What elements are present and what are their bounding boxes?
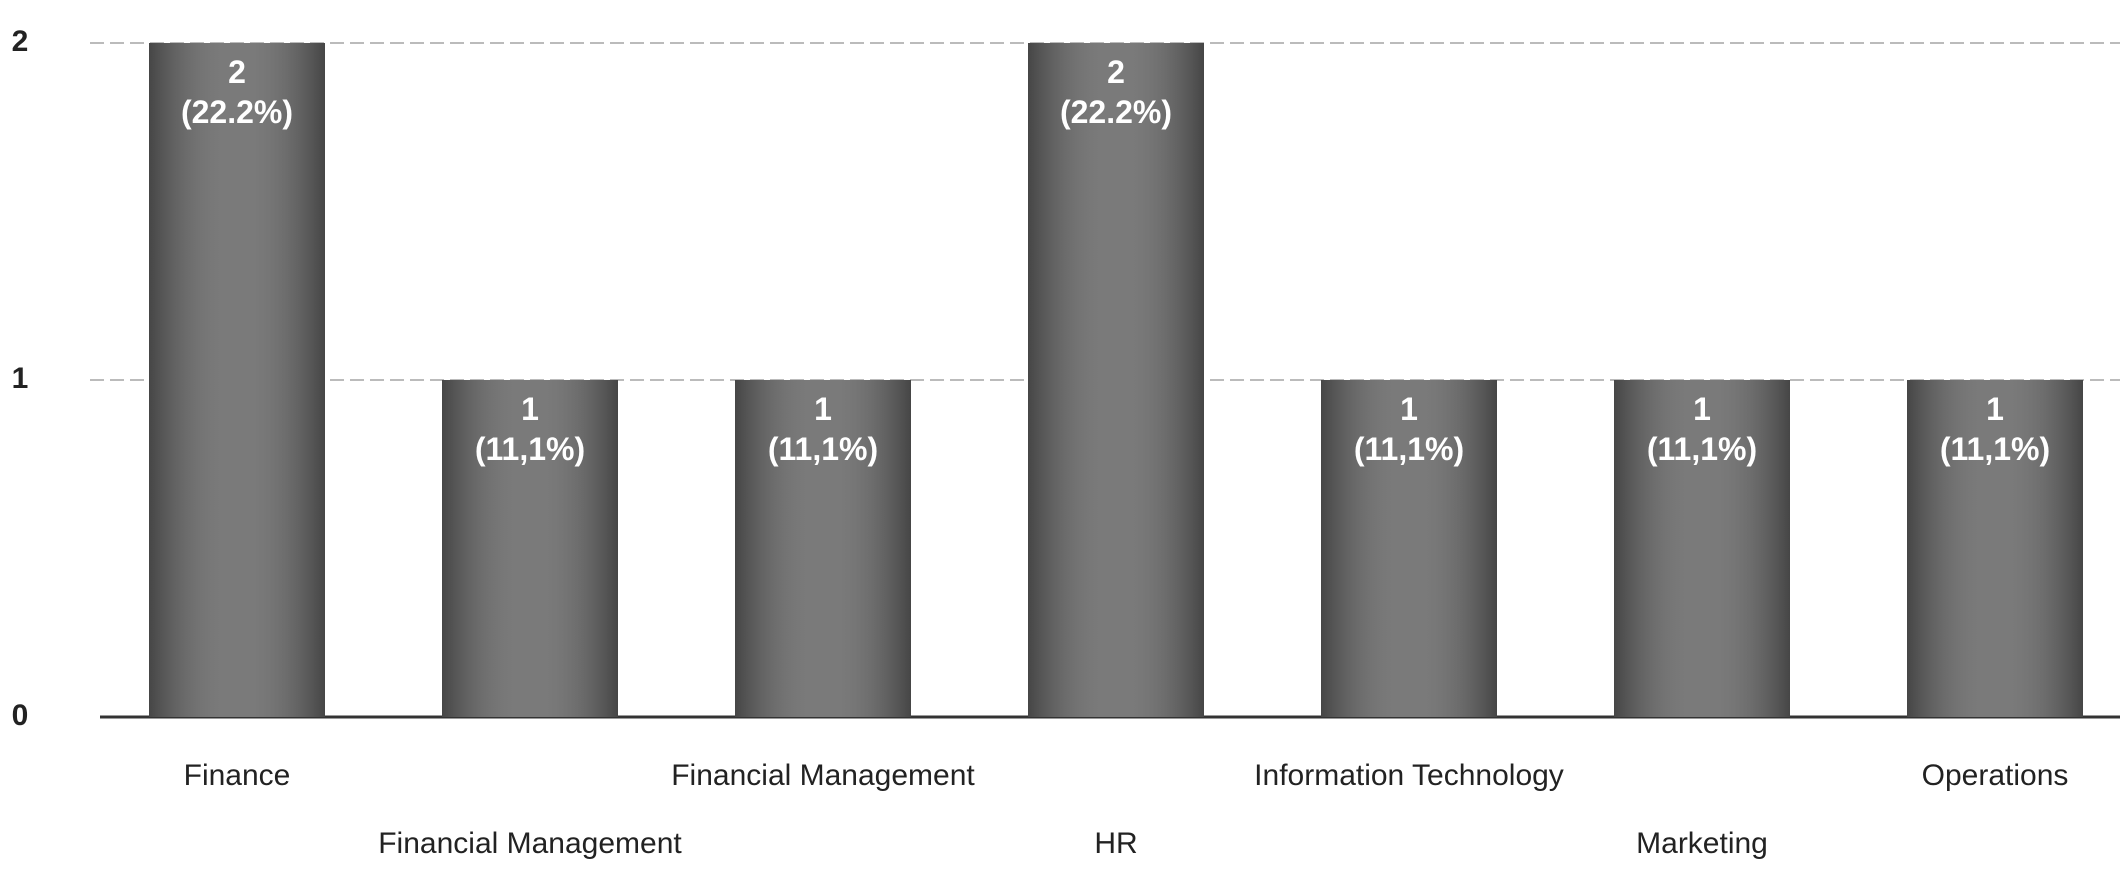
bar-shade (735, 380, 911, 717)
x-tick-label: Financial Management (671, 759, 975, 792)
value-label: 1 (11,1%) (1354, 391, 1464, 467)
y-tick-label: 1 (12, 362, 29, 395)
bar-shade (1321, 380, 1497, 717)
value-label: 1 (11,1%) (475, 391, 585, 467)
value-label: 1 (11,1%) (768, 391, 878, 467)
bar-shade (1907, 380, 2083, 717)
value-label: 2 (22.2%) (1060, 54, 1172, 130)
x-tick-label: Financial Management (378, 827, 682, 860)
x-tick-label: HR (1094, 827, 1137, 860)
value-label: 2 (22.2%) (181, 54, 293, 130)
bar-shade (1614, 380, 1790, 717)
x-tick-label: Marketing (1636, 827, 1768, 860)
y-tick-label: 0 (12, 699, 29, 732)
value-label: 1 (11,1%) (1647, 391, 1757, 467)
bar-shade (442, 380, 618, 717)
x-tick-label: Finance (184, 759, 291, 792)
value-label: 1 (11,1%) (1940, 391, 2050, 467)
x-tick-label: Information Technology (1254, 759, 1564, 792)
bar-shade (1028, 43, 1204, 717)
y-tick-label: 2 (12, 25, 29, 58)
bar-shade (149, 43, 325, 717)
x-tick-label: Operations (1922, 759, 2069, 792)
